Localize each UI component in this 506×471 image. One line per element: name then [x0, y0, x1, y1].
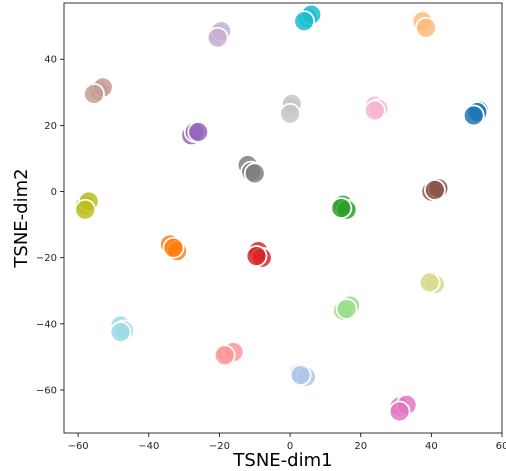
plot-background	[64, 3, 502, 433]
data-point	[462, 104, 485, 127]
data-point	[213, 344, 236, 367]
data-point	[363, 99, 386, 122]
data-point	[187, 121, 210, 143]
data-point	[279, 102, 301, 125]
data-points	[74, 3, 490, 423]
data-point	[74, 198, 97, 221]
data-point	[206, 26, 229, 49]
data-point	[162, 236, 185, 259]
y-tick-label: 0	[51, 187, 57, 198]
data-point	[83, 83, 105, 105]
data-point	[243, 162, 266, 185]
x-tick-label: 0	[287, 441, 293, 452]
data-point	[423, 178, 446, 201]
data-point	[330, 197, 353, 219]
x-tick-label: −40	[138, 441, 159, 452]
x-tick-label: −60	[68, 441, 89, 452]
data-point	[293, 10, 316, 33]
x-axis-label: TSNE-dim1	[232, 450, 332, 471]
data-point	[245, 245, 268, 267]
y-axis-label: TSNE-dim2	[11, 168, 32, 268]
y-tick-label: −60	[36, 386, 57, 397]
data-point	[109, 321, 132, 344]
x-tick-label: −20	[209, 441, 230, 452]
y-tick-label: −40	[36, 319, 57, 330]
y-axis-ticks: −60 −40 −20 0 20 40	[36, 55, 64, 397]
y-tick-label: 20	[44, 121, 57, 132]
y-tick-label: 40	[44, 55, 57, 66]
x-tick-label: 40	[425, 441, 438, 452]
data-point	[335, 298, 358, 320]
data-point	[388, 400, 411, 423]
x-tick-label: 60	[496, 441, 506, 452]
x-axis-ticks: −60 −40 −20 0 20 40 60	[68, 433, 506, 452]
y-tick-label: −20	[36, 253, 57, 264]
x-tick-label: 20	[354, 441, 367, 452]
plot-frame	[63, 2, 503, 434]
data-point	[415, 16, 437, 39]
data-point	[418, 271, 441, 294]
data-point	[289, 364, 312, 387]
